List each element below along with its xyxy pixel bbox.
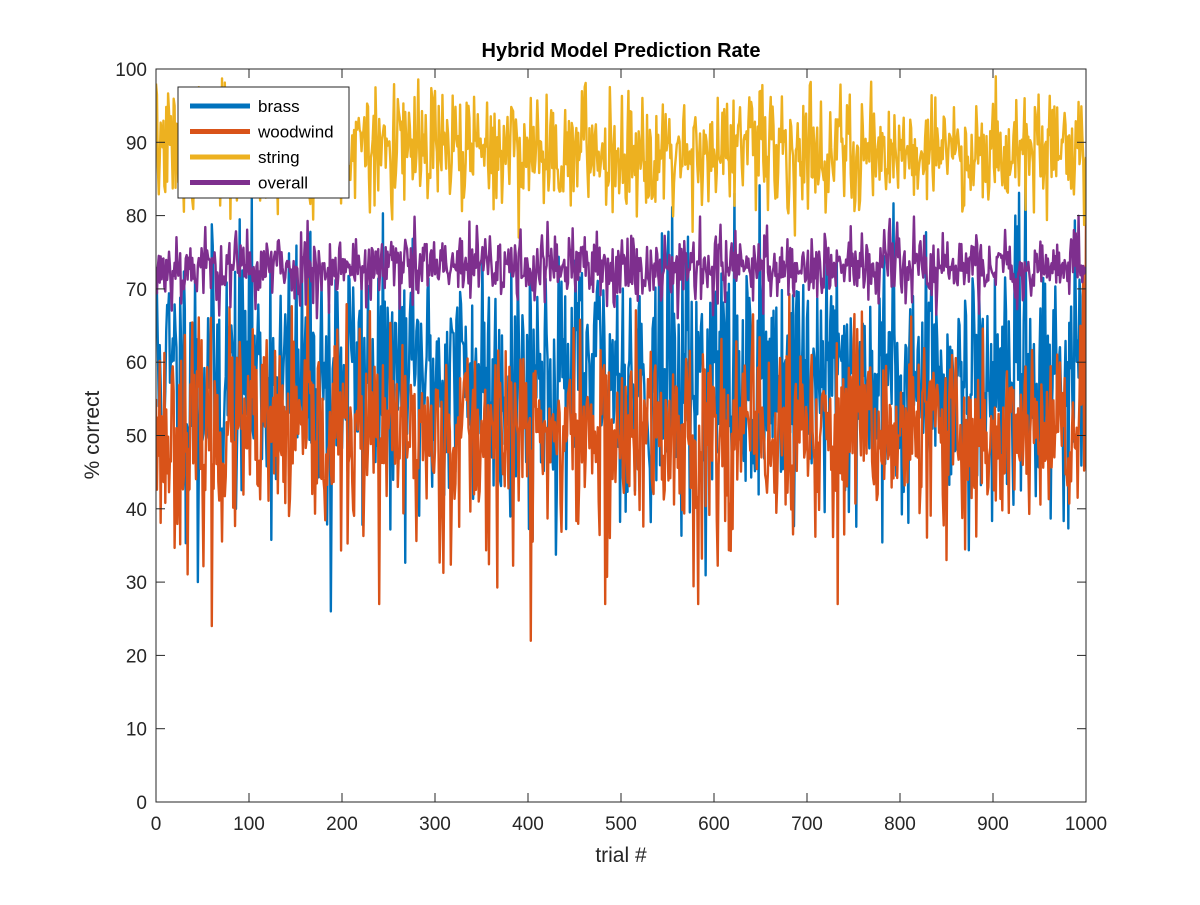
x-tick-label: 500	[605, 814, 637, 835]
y-tick-label: 20	[126, 646, 147, 667]
y-tick-label: 90	[126, 133, 147, 154]
x-tick-label: 600	[698, 814, 730, 835]
x-tick-label: 400	[512, 814, 544, 835]
y-tick-label: 0	[136, 793, 147, 814]
x-tick-label: 100	[233, 814, 265, 835]
y-tick-label: 30	[126, 573, 147, 594]
x-tick-label: 300	[419, 814, 451, 835]
x-tick-label: 1000	[1065, 814, 1107, 835]
x-tick-label: 0	[151, 814, 162, 835]
legend-label-woodwind: woodwind	[257, 123, 334, 142]
x-tick-label: 700	[791, 814, 823, 835]
y-tick-label: 60	[126, 353, 147, 374]
y-tick-label: 100	[115, 60, 147, 81]
tick-layer: 0 100 200 300 400 500 600 700 800 900 1000 0 10 20 30 4…	[115, 60, 1107, 835]
y-tick-label: 10	[126, 720, 147, 741]
x-tick-label: 200	[326, 814, 358, 835]
series-line-overall	[156, 214, 1086, 320]
x-tick-label: 800	[884, 814, 916, 835]
y-tick-label: 50	[126, 427, 147, 448]
legend: brass woodwind string overall	[177, 86, 350, 199]
legend-label-brass: brass	[258, 97, 300, 116]
y-tick-label: 80	[126, 207, 147, 228]
y-tick-label: 70	[126, 280, 147, 301]
legend-label-string: string	[258, 148, 300, 167]
x-axis-label: trial #	[595, 844, 647, 867]
y-axis-label: % correct	[81, 390, 104, 479]
series-line-woodwind	[156, 215, 1086, 642]
legend-label-overall: overall	[258, 174, 308, 193]
y-tick-label: 40	[126, 500, 147, 521]
x-tick-label: 900	[977, 814, 1009, 835]
chart-title: Hybrid Model Prediction Rate	[482, 40, 761, 62]
